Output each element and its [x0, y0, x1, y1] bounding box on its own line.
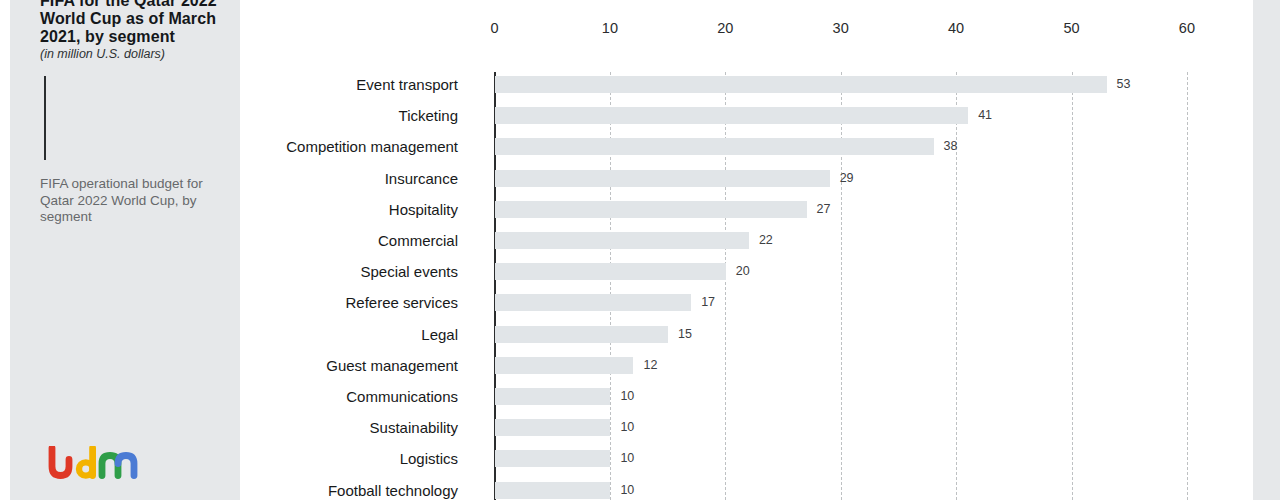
value-label: 17	[701, 294, 715, 311]
sidebar: FIFA for the Qatar 2022World Cup as of M…	[10, 0, 240, 500]
bar	[495, 138, 934, 155]
category-label: Logistics	[240, 450, 458, 467]
category-label: Competition management	[240, 138, 458, 155]
category-label: Guest management	[240, 357, 458, 374]
category-label: Insurcance	[240, 170, 458, 187]
category-label: Commercial	[240, 232, 458, 249]
gridline	[1187, 72, 1188, 500]
chart-title: FIFA for the Qatar 2022World Cup as of M…	[40, 0, 220, 46]
chart-title-line: FIFA for the Qatar 2022	[40, 0, 220, 10]
value-label: 53	[1117, 76, 1131, 93]
gridline	[841, 72, 842, 500]
bar	[495, 170, 830, 187]
category-label: Legal	[240, 326, 458, 343]
bar	[495, 419, 610, 436]
bar	[495, 294, 691, 311]
category-label: Hospitality	[240, 201, 458, 218]
gridline	[1072, 72, 1073, 500]
value-label: 41	[978, 107, 992, 124]
x-axis-tick-label: 10	[602, 20, 618, 36]
divider-line	[44, 76, 46, 160]
ldm-logo	[45, 446, 145, 480]
x-axis-tick-label: 40	[948, 20, 964, 36]
bar	[495, 450, 610, 467]
value-label: 10	[620, 450, 634, 467]
bar	[495, 76, 1107, 93]
x-axis-tick-label: 30	[833, 20, 849, 36]
chart-title-line: 2021, by segment	[40, 28, 220, 46]
value-label: 12	[643, 357, 657, 374]
page: FIFA for the Qatar 2022World Cup as of M…	[0, 0, 1280, 500]
value-label: 10	[620, 482, 634, 499]
x-axis-tick-label: 20	[717, 20, 733, 36]
chart-title-line: World Cup as of March	[40, 10, 220, 28]
value-label: 29	[840, 170, 854, 187]
value-label: 27	[817, 201, 831, 218]
value-label: 10	[620, 419, 634, 436]
x-axis-tick-label: 50	[1063, 20, 1079, 36]
bar	[495, 201, 807, 218]
value-label: 15	[678, 326, 692, 343]
logo-letter-l	[52, 448, 69, 476]
bar	[495, 357, 633, 374]
bar	[495, 107, 968, 124]
value-label: 22	[759, 232, 773, 249]
category-label: Special events	[240, 263, 458, 280]
value-label: 20	[736, 263, 750, 280]
category-label: Referee services	[240, 294, 458, 311]
sidebar-content: FIFA for the Qatar 2022World Cup as of M…	[10, 0, 240, 226]
gridline	[956, 72, 957, 500]
bar-chart: 0 10 20 30 40 50 60 Event transport 53 Ticketing 4…	[240, 0, 1253, 500]
category-label: Ticketing	[240, 107, 458, 124]
category-label: Communications	[240, 388, 458, 405]
bar	[495, 326, 668, 343]
x-axis-tick-label: 60	[1179, 20, 1195, 36]
chart-description: FIFA operational budget for Qatar 2022 W…	[40, 176, 218, 226]
background-strip	[1253, 0, 1280, 500]
bar	[495, 482, 610, 499]
bar	[495, 388, 610, 405]
category-label: Football technology	[240, 482, 458, 499]
category-label: Event transport	[240, 76, 458, 93]
value-label: 38	[944, 138, 958, 155]
bar	[495, 263, 726, 280]
gridline	[725, 72, 726, 500]
unit-note: (in million U.S. dollars)	[40, 47, 220, 62]
value-label: 10	[620, 388, 634, 405]
category-label: Sustainability	[240, 419, 458, 436]
bar	[495, 232, 749, 249]
x-axis-tick-label: 0	[490, 20, 498, 36]
